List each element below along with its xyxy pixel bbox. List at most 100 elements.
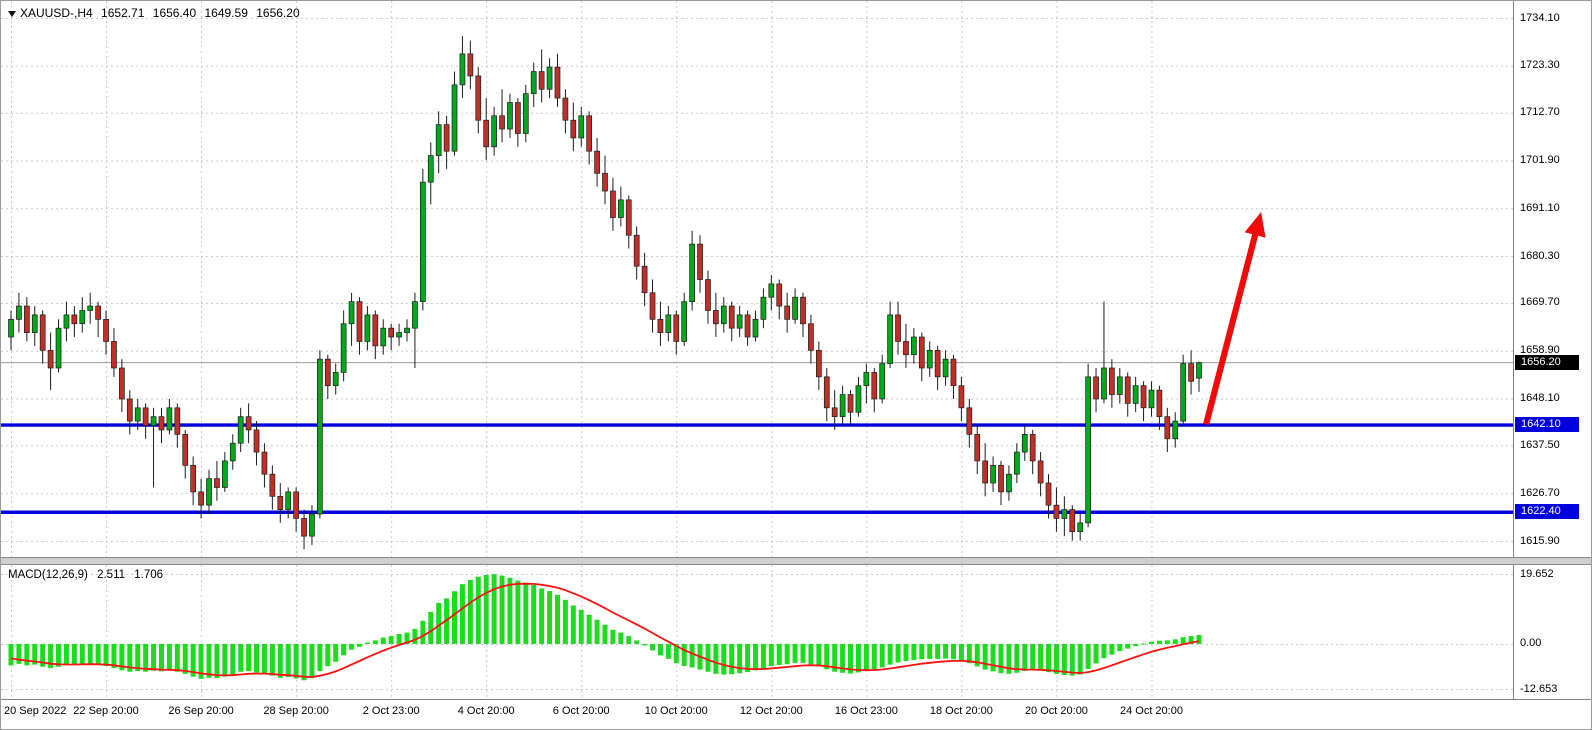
macd-bar xyxy=(562,599,568,644)
main-chart-canvas[interactable] xyxy=(1,1,1513,558)
candle-body xyxy=(356,301,363,342)
candle-body xyxy=(182,434,189,466)
macd-bar xyxy=(16,643,22,664)
macd-bar xyxy=(1030,643,1036,670)
candle-body xyxy=(459,53,466,86)
macd-bar xyxy=(911,643,917,660)
time-axis-label: 10 Oct 20:00 xyxy=(644,705,708,717)
macd-bar xyxy=(333,643,339,662)
macd-bar xyxy=(887,643,893,665)
candle-body xyxy=(47,349,54,369)
candle-body xyxy=(1156,389,1163,418)
price-axis-label: 1658.90 xyxy=(1520,344,1560,357)
macd-bar xyxy=(1141,643,1147,645)
macd-bar xyxy=(341,643,347,656)
candle-body xyxy=(641,265,648,294)
macd-bar xyxy=(1022,643,1028,672)
bid-price-tag: 1656.20 xyxy=(1515,354,1579,370)
macd-bar xyxy=(808,643,814,665)
macd-bar xyxy=(467,579,473,644)
candle-body xyxy=(681,301,688,342)
candle-body xyxy=(166,407,173,431)
candle-body xyxy=(1013,451,1020,475)
time-axis-label: 24 Oct 20:00 xyxy=(1119,705,1183,717)
macd-bar xyxy=(71,643,77,665)
candle-body xyxy=(475,75,482,121)
macd-bar xyxy=(1038,643,1044,671)
candle-body xyxy=(990,464,996,484)
candle-body xyxy=(269,473,276,497)
macd-bar xyxy=(1046,643,1052,673)
macd-bar xyxy=(380,637,386,644)
time-axis[interactable]: 20 Sep 2022 22 Sep 20:00 26 Sep 20:00 28 Se… xyxy=(1,701,1591,729)
macd-bar xyxy=(1125,643,1131,649)
macd-bar xyxy=(1109,643,1115,655)
macd-bar xyxy=(269,643,275,676)
macd-bar xyxy=(8,643,14,666)
macd-bar xyxy=(705,643,711,672)
candle-body xyxy=(570,119,577,139)
candle-body xyxy=(8,318,14,338)
candle-body xyxy=(950,358,957,387)
candle-body xyxy=(467,53,474,77)
candle-body xyxy=(380,327,387,347)
macd-bar xyxy=(158,643,164,672)
support-price-tag: 1622.40 xyxy=(1515,504,1579,520)
macd-bar xyxy=(63,643,69,666)
time-axis-label: 6 Oct 20:00 xyxy=(552,705,610,717)
candle-body xyxy=(404,327,410,333)
macd-bar xyxy=(48,643,54,669)
time-axis-label: 22 Sep 20:00 xyxy=(73,705,139,717)
candle-body xyxy=(324,358,331,387)
candle-body xyxy=(214,478,220,488)
candle-body xyxy=(435,124,442,156)
price-axis-label: 1648.10 xyxy=(1520,392,1560,405)
candle-body xyxy=(261,451,268,475)
candle-body xyxy=(657,318,664,333)
candle-body xyxy=(823,376,830,409)
macd-bar xyxy=(364,642,370,644)
candle-body xyxy=(174,407,181,435)
macd-bar xyxy=(372,640,378,644)
candle-body xyxy=(934,349,941,378)
macd-bar xyxy=(1117,643,1123,652)
candle-body xyxy=(966,407,973,435)
macd-bar xyxy=(531,584,537,644)
bullish-arrow[interactable] xyxy=(1203,211,1266,425)
macd-bar xyxy=(800,643,806,663)
candle-body xyxy=(301,518,307,537)
candle-body xyxy=(39,314,46,351)
candle-body xyxy=(958,385,965,409)
time-axis-label: 26 Sep 20:00 xyxy=(168,705,234,717)
candle-body xyxy=(1085,376,1091,524)
macd-bar xyxy=(56,643,62,667)
price-axis-label: 1680.30 xyxy=(1520,249,1560,262)
macd-bar xyxy=(135,643,141,672)
ohlc-close: 1656.20 xyxy=(256,6,300,20)
candle-body xyxy=(111,341,117,369)
macd-bar xyxy=(816,643,822,667)
candle-body xyxy=(63,314,70,329)
candle-body xyxy=(1116,376,1123,395)
candle-body xyxy=(586,115,593,152)
candle-body xyxy=(443,124,450,152)
pane-divider[interactable] xyxy=(1,557,1591,565)
macd-bar xyxy=(1077,643,1083,675)
candle-body xyxy=(815,349,822,378)
candle-body xyxy=(546,66,553,90)
candle-body xyxy=(23,305,30,333)
candle-body xyxy=(752,318,759,338)
macd-bar xyxy=(840,643,846,673)
macd-bar xyxy=(554,594,560,644)
macd-bar xyxy=(515,580,521,644)
macd-bar xyxy=(1172,639,1178,644)
main-grid xyxy=(1,1,1513,558)
candles xyxy=(8,36,1202,550)
time-axis-label: 20 Oct 20:00 xyxy=(1024,705,1088,717)
macd-bar xyxy=(634,640,640,644)
macd-bar xyxy=(1053,643,1059,674)
macd-grid xyxy=(1,565,1513,699)
candle-body xyxy=(768,283,775,298)
macd-pane-canvas[interactable] xyxy=(1,565,1513,699)
candle-body xyxy=(119,367,125,400)
